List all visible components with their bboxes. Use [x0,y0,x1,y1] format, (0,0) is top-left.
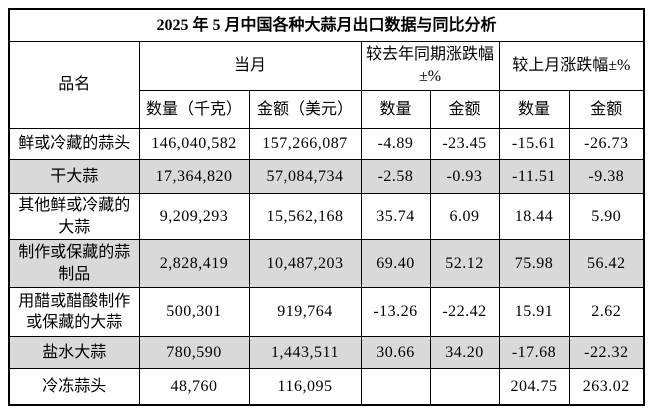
yoy-amount-cell: -22.42 [429,287,500,338]
amount-cell: 15,562,168 [248,192,362,241]
mom-amount-cell: 263.02 [568,368,645,406]
header-qty-kg: 数量（千克） [138,90,250,129]
mom-amount-cell: 56.42 [568,239,645,289]
product-name-cell: 制作或保藏的蒜制品 [8,239,140,289]
header-row-sub: 数量（千克） 金额（美元） 数量 金额 数量 金额 [9,90,645,129]
yoy-amount-cell [429,368,500,406]
mom-qty-cell: 18.44 [498,192,570,241]
table-row-other-fresh-chilled-garlic: 其他鲜或冷藏的大蒜 9,209,293 15,562,168 35.74 6.0… [8,192,645,241]
qty-cell: 2,828,419 [138,239,250,289]
amount-cell: 919,764 [248,287,362,338]
header-current-month: 当月 [138,41,362,91]
qty-cell: 9,209,293 [138,192,250,241]
qty-cell: 500,301 [138,287,250,338]
mom-amount-cell: 2.62 [568,287,645,338]
mom-qty-cell: -17.68 [498,336,570,370]
header-mom-change: 较上月涨跌幅±% [498,41,645,91]
yoy-amount-cell: -0.93 [429,159,500,194]
table-row-brine-garlic: 盐水大蒜 780,590 1,443,511 30.66 34.20 -17.6… [8,336,645,370]
mom-amount-cell: 5.90 [568,192,645,241]
mom-amount-cell: -22.32 [568,336,645,370]
amount-cell: 116,095 [248,368,362,406]
yoy-amount-cell: 52.12 [429,239,500,289]
yoy-qty-cell: -2.58 [360,159,431,194]
table-row-frozen-garlic-bulbs: 冷冻蒜头 48,760 116,095 204.75 263.02 [8,368,645,406]
garlic-export-table: 2025 年 5 月中国各种大蒜月出口数据与同比分析 品名 当月 较去年同期涨跌… [8,8,646,407]
yoy-amount-cell: -23.45 [429,128,500,160]
mom-qty-cell: 75.98 [498,239,570,289]
yoy-qty-cell: 69.40 [360,239,431,289]
qty-cell: 17,364,820 [138,159,250,194]
yoy-qty-cell [360,368,431,406]
qty-cell: 146,040,582 [138,128,250,160]
qty-cell: 48,760 [138,368,250,406]
product-name-cell: 冷冻蒜头 [8,368,140,406]
mom-qty-cell: -15.61 [498,128,570,160]
header-yoy-amount: 金额 [429,90,500,129]
yoy-qty-cell: -4.89 [360,128,431,160]
table-title: 2025 年 5 月中国各种大蒜月出口数据与同比分析 [8,8,645,42]
table-row-dried-garlic: 干大蒜 17,364,820 57,084,734 -2.58 -0.93 -1… [8,159,645,194]
amount-cell: 10,487,203 [248,239,362,289]
yoy-qty-cell: 35.74 [360,192,431,241]
qty-cell: 780,590 [138,336,250,370]
header-yoy-change: 较去年同期涨跌幅±% [360,41,500,91]
mom-amount-cell: -9.38 [568,159,645,194]
product-name-cell: 用醋或醋酸制作或保藏的大蒜 [8,287,140,338]
table-title-row: 2025 年 5 月中国各种大蒜月出口数据与同比分析 [8,8,645,42]
mom-qty-cell: 204.75 [498,368,570,406]
header-row-group: 品名 当月 较去年同期涨跌幅±% 较上月涨跌幅±% [8,41,645,129]
mom-amount-cell: -26.73 [568,128,645,160]
product-name-cell: 鲜或冷藏的蒜头 [8,128,140,160]
yoy-qty-cell: -13.26 [360,287,431,338]
amount-cell: 157,266,087 [248,128,362,160]
yoy-qty-cell: 30.66 [360,336,431,370]
product-name-cell: 盐水大蒜 [8,336,140,370]
mom-qty-cell: -11.51 [498,159,570,194]
table-row-prepared-preserved-garlic-products: 制作或保藏的蒜制品 2,828,419 10,487,203 69.40 52.… [8,239,645,289]
amount-cell: 1,443,511 [248,336,362,370]
yoy-amount-cell: 34.20 [429,336,500,370]
table-row-vinegar-preserved-garlic: 用醋或醋酸制作或保藏的大蒜 500,301 919,764 -13.26 -22… [8,287,645,338]
header-mom-amount: 金额 [568,90,645,129]
header-amount-usd: 金额（美元） [248,90,362,129]
product-name-cell: 干大蒜 [8,159,140,194]
amount-cell: 57,084,734 [248,159,362,194]
header-mom-qty: 数量 [498,90,570,129]
header-yoy-qty: 数量 [360,90,431,129]
yoy-amount-cell: 6.09 [429,192,500,241]
header-product: 品名 [8,41,140,129]
product-name-cell: 其他鲜或冷藏的大蒜 [8,192,140,241]
mom-qty-cell: 15.91 [498,287,570,338]
table-row-fresh-chilled-garlic-bulbs: 鲜或冷藏的蒜头 146,040,582 157,266,087 -4.89 -2… [8,128,645,160]
